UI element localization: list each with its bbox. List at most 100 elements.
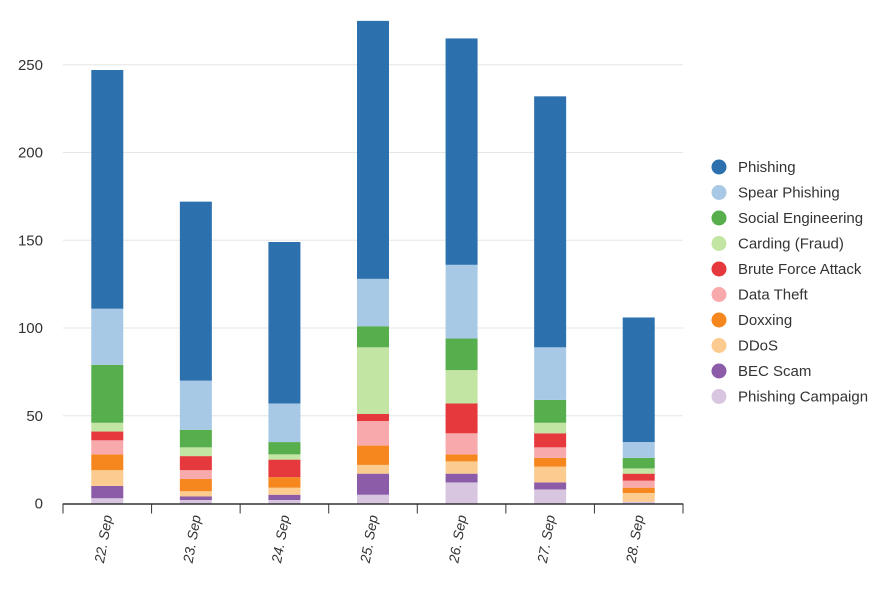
legend-marker xyxy=(711,312,727,328)
bar-segment xyxy=(357,413,389,422)
bar-segment xyxy=(179,499,212,504)
legend-label: Phishing Campaign xyxy=(738,389,868,406)
bar-segment xyxy=(534,466,567,483)
legend-item[interactable]: Social Engineering xyxy=(711,210,864,227)
bar-segment xyxy=(445,264,478,339)
bar-segment xyxy=(622,473,655,481)
legend-item[interactable]: Data Theft xyxy=(711,287,809,304)
legend-label: Spear Phishing xyxy=(738,185,840,202)
bar-segment xyxy=(268,403,301,443)
bar-segment xyxy=(622,442,655,458)
bar-segment xyxy=(268,459,301,478)
bar-segment xyxy=(91,70,124,309)
bar-segment xyxy=(179,470,212,479)
legend-item[interactable]: Phishing Campaign xyxy=(711,389,869,406)
bar-segment xyxy=(534,482,567,490)
bar-segment xyxy=(445,461,478,474)
bar-segment xyxy=(91,485,124,499)
legend-marker xyxy=(711,236,727,251)
y-tick-label: 150 xyxy=(18,232,43,249)
bar-segment xyxy=(91,470,124,486)
bar-segment xyxy=(91,364,124,423)
bar-stack xyxy=(91,70,124,504)
bar-segment xyxy=(534,489,567,504)
bar-segment xyxy=(179,491,212,497)
bar-segment xyxy=(622,468,655,474)
x-tick-label: 28. Sep xyxy=(622,514,646,566)
bar-segment xyxy=(268,454,301,460)
bar-segment xyxy=(179,380,212,430)
bar-segment xyxy=(445,38,478,265)
legend-label: Brute Force Attack xyxy=(738,261,862,278)
bar-segment xyxy=(268,442,301,455)
y-tick-label: 0 xyxy=(35,496,43,513)
y-tick-label: 50 xyxy=(26,408,43,425)
legend-label: Phishing xyxy=(738,159,796,176)
legend-marker xyxy=(711,389,727,404)
bar-segment xyxy=(622,480,655,488)
legend-item[interactable]: Phishing xyxy=(711,159,796,176)
bar-stack xyxy=(179,201,212,504)
bar-segment xyxy=(179,429,212,448)
bar-stack xyxy=(622,317,655,504)
bar-segment xyxy=(357,494,389,504)
bar-stack xyxy=(445,38,478,504)
bar-segment xyxy=(91,440,124,455)
bar-segment xyxy=(622,501,655,504)
bar-segment xyxy=(445,370,478,404)
bar-segment xyxy=(357,421,389,446)
bar-stack xyxy=(534,96,567,504)
bar-segment xyxy=(91,422,124,432)
legend-marker xyxy=(711,363,727,379)
legend-item[interactable]: Carding (Fraud) xyxy=(711,236,844,253)
x-tick-label: 22. Sep xyxy=(91,514,115,566)
legend-item[interactable]: Doxxing xyxy=(711,312,793,329)
bar-segment xyxy=(445,454,478,462)
bar-segment xyxy=(357,278,389,327)
legend-marker xyxy=(711,185,727,200)
legend-marker xyxy=(711,261,727,277)
bar-segment xyxy=(445,433,478,455)
legend-item[interactable]: DDoS xyxy=(711,338,779,355)
bar-segment xyxy=(179,456,212,471)
bar-segment xyxy=(91,308,124,365)
bar-segment xyxy=(445,338,478,371)
bars xyxy=(91,20,655,504)
bar-segment xyxy=(534,447,567,458)
legend-marker xyxy=(711,210,727,226)
legend-item[interactable]: Spear Phishing xyxy=(711,185,840,202)
legend-marker xyxy=(711,287,727,302)
x-axis-ticks: 22. Sep 23. Sep 24. Sep 25. Sep 26. Sep 27. S… xyxy=(62,503,684,566)
y-tick-label: 200 xyxy=(18,145,43,162)
legend-label: Carding (Fraud) xyxy=(738,236,844,253)
bar-segment xyxy=(91,454,124,471)
bar-segment xyxy=(445,473,478,483)
legend-label: Data Theft xyxy=(738,287,809,304)
bar-segment xyxy=(534,399,567,423)
bar-segment xyxy=(179,478,212,492)
bar-segment xyxy=(622,317,655,443)
bar-segment xyxy=(534,422,567,434)
bar-segment xyxy=(179,201,212,381)
bar-segment xyxy=(445,403,478,434)
bar-segment xyxy=(622,492,655,502)
bar-segment xyxy=(357,464,389,474)
bar-segment xyxy=(268,487,301,495)
y-axis-ticks: 0 50 100 150 200 250 xyxy=(18,57,43,513)
bar-segment xyxy=(534,457,567,467)
legend-label: DDoS xyxy=(738,338,778,355)
x-tick-label: 24. Sep xyxy=(268,514,292,566)
legend-item[interactable]: Brute Force Attack xyxy=(711,261,862,278)
y-tick-label: 250 xyxy=(18,57,43,74)
bar-segment xyxy=(357,20,389,279)
x-tick-label: 27. Sep xyxy=(534,514,558,566)
legend-marker xyxy=(711,159,727,175)
bar-segment xyxy=(268,242,301,404)
bar-segment xyxy=(179,496,212,500)
bar-segment xyxy=(179,447,212,457)
bar-segment xyxy=(357,473,389,495)
legend-item[interactable]: BEC Scam xyxy=(711,363,812,380)
bar-segment xyxy=(534,433,567,448)
bar-segment xyxy=(357,326,389,348)
